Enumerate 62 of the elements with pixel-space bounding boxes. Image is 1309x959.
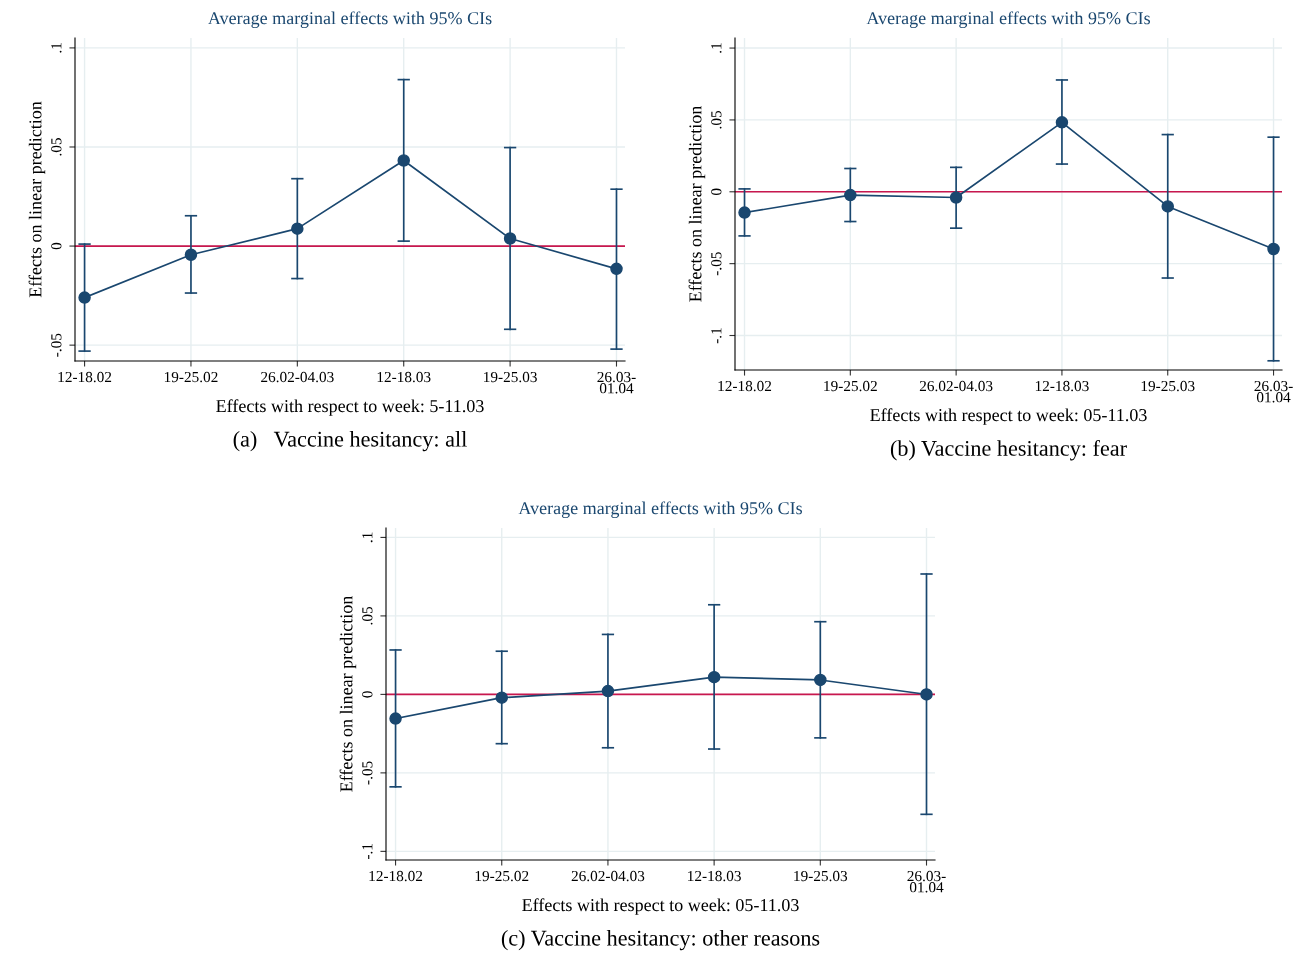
point <box>707 670 721 684</box>
point <box>949 191 963 204</box>
point <box>844 188 857 202</box>
x-tick-label: 26.03- 01.04 <box>597 371 636 394</box>
y-axis-title: Effects on linear prediction <box>688 105 706 302</box>
x-tick-label: 19-25.03 <box>1141 380 1195 392</box>
point <box>601 684 615 698</box>
point <box>184 248 198 262</box>
y-tick-label: 0 <box>51 242 62 250</box>
x-axis-title: Effects with respect to week: 05-11.03 <box>522 898 799 915</box>
x-tick-label: 19-25.02 <box>475 870 529 882</box>
y-tick-label: .1 <box>711 43 722 53</box>
chart-title: Average marginal effects with 95% CIs <box>208 11 492 29</box>
chart-title: Average marginal effects with 95% CIs <box>866 11 1150 29</box>
point <box>1055 116 1069 129</box>
text: (a) Vaccine hesitancy: all <box>233 431 467 452</box>
y-tick-label: .05 <box>362 606 373 625</box>
x-tick-label: 12-18.03 <box>688 870 741 882</box>
y-tick-label: 0 <box>711 188 722 196</box>
y-tick-label: -.1 <box>362 844 373 860</box>
y-tick-label: 0 <box>362 691 373 698</box>
x-tick-label: 12-18.03 <box>377 371 431 383</box>
point <box>610 262 623 276</box>
point <box>495 691 508 704</box>
y-tick-label: .1 <box>51 43 62 53</box>
point <box>389 712 402 725</box>
y-axis-title: Effects on linear prediction <box>339 595 357 792</box>
point <box>920 688 933 701</box>
y-tick-label: .1 <box>362 532 373 543</box>
x-tick-label: 19-25.03 <box>794 870 848 882</box>
point <box>814 673 827 687</box>
text: (c) Vaccine hesitancy: other reasons <box>501 930 820 951</box>
x-axis-title: Effects with respect to week: 5-11.03 <box>216 399 484 416</box>
point <box>1161 200 1174 213</box>
x-tick-label: 12-18.02 <box>58 371 112 383</box>
x-tick-label: 12-18.02 <box>369 870 423 882</box>
chart-title: Average marginal effects with 95% CIs <box>518 501 802 519</box>
x-tick-label: 26.03- 01.04 <box>907 870 946 893</box>
y-axis-title: Effects on linear prediction <box>28 101 46 298</box>
x-tick-label: 26.02-04.03 <box>571 870 645 882</box>
y-tick-label: -.05 <box>362 761 373 785</box>
point <box>1267 242 1280 256</box>
x-tick-label: 26.02-04.03 <box>919 380 993 392</box>
x-tick-label: 19-25.02 <box>824 380 877 392</box>
x-tick-label: 12-18.02 <box>718 380 772 392</box>
y-tick-label: -.05 <box>711 252 722 276</box>
x-tick-label: 26.02-04.03 <box>261 371 334 383</box>
x-tick-label: 19-25.02 <box>164 371 218 383</box>
y-tick-label: .05 <box>51 138 62 156</box>
point <box>503 232 517 245</box>
point <box>291 222 304 235</box>
y-tick-label: -.05 <box>51 333 62 357</box>
x-tick-label: 19-25.03 <box>484 371 537 383</box>
y-tick-label: .05 <box>711 110 722 129</box>
text: (b) Vaccine hesitancy: fear <box>890 440 1127 461</box>
point <box>78 291 91 304</box>
x-axis-title: Effects with respect to week: 05-11.03 <box>870 408 1147 425</box>
y-tick-label: -.1 <box>711 328 722 344</box>
point <box>397 154 410 167</box>
point <box>738 206 751 219</box>
x-tick-label: 12-18.03 <box>1035 380 1089 392</box>
x-tick-label: 26.03- 01.04 <box>1254 380 1293 403</box>
